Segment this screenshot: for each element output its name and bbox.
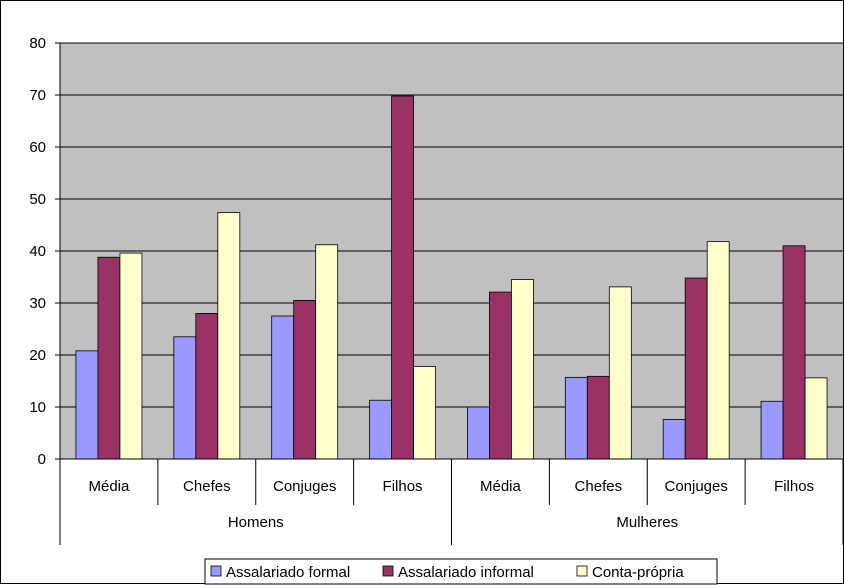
bar [315, 244, 339, 460]
x-tick-label: Conjuges [664, 478, 727, 495]
legend-label: Assalariado formal [226, 564, 350, 581]
legend-label: Assalariado informal [398, 564, 534, 581]
bar [369, 399, 392, 460]
bar [75, 350, 99, 460]
x-tick-label: Filhos [774, 478, 814, 495]
axes [55, 42, 844, 545]
x-tick-label: Chefes [575, 478, 623, 495]
legend-swatch [382, 565, 394, 577]
y-tick-label: 0 [38, 451, 46, 468]
bar [173, 336, 197, 460]
legend: Assalariado formal Assalariado informal Co… [204, 558, 718, 585]
legend-swatch [576, 565, 588, 577]
legend-box [204, 558, 718, 585]
x-tick-label: Média [480, 478, 522, 495]
bar [684, 277, 708, 460]
x-tick-label: Conjuges [273, 478, 336, 495]
bar [662, 419, 686, 460]
bar [804, 377, 828, 460]
bar [782, 245, 806, 460]
x-group-label: Mulheres [616, 514, 678, 531]
bar [564, 376, 588, 460]
y-tick-label: 80 [29, 35, 46, 52]
bar [467, 406, 490, 460]
y-tick-label: 10 [29, 399, 46, 416]
legend-label: Conta-própria [592, 564, 684, 581]
x-tick-label: Filhos [383, 478, 423, 495]
bars [75, 95, 828, 460]
bar [586, 375, 610, 460]
bar [119, 252, 143, 460]
x-group-label: Homens [228, 514, 284, 531]
x-tick-label: Média [89, 478, 131, 495]
bar [489, 291, 512, 460]
bar [706, 241, 730, 460]
bar [413, 366, 436, 460]
bar [391, 95, 414, 460]
x-tick-label: Chefes [183, 478, 231, 495]
bar [195, 312, 219, 460]
bar [217, 212, 241, 460]
bar [271, 315, 295, 460]
bar [293, 299, 317, 460]
y-tick-labels: 0 10 20 30 40 50 60 70 80 [29, 35, 46, 468]
y-tick-label: 40 [29, 243, 46, 260]
bar [760, 400, 784, 460]
y-tick-label: 20 [29, 347, 46, 364]
y-tick-label: 30 [29, 295, 46, 312]
y-tick-label: 50 [29, 191, 46, 208]
x-tick-labels: Média Chefes Conjuges Filhos Média Chefes Conj… [89, 478, 815, 531]
y-tick-label: 70 [29, 87, 46, 104]
y-tick-label: 60 [29, 139, 46, 156]
legend-swatch [210, 565, 222, 577]
bar [511, 279, 534, 460]
bar [608, 286, 632, 460]
bar [97, 256, 121, 460]
